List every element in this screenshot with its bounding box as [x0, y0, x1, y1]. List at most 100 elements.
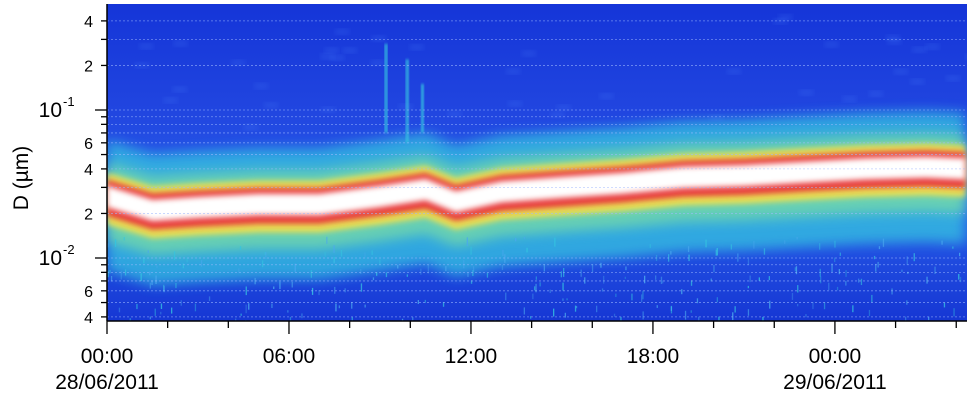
y-tick-label: 6	[84, 284, 93, 301]
upper-texture	[506, 68, 521, 75]
noise-speck	[120, 270, 122, 280]
noise-speck	[649, 244, 651, 248]
x-tick-time-label: 12:00	[445, 345, 498, 368]
upper-texture	[409, 44, 424, 51]
noise-speck	[311, 287, 314, 295]
noise-speck	[564, 312, 566, 318]
noise-speck	[875, 263, 877, 272]
noise-speck	[501, 264, 504, 270]
noise-speck	[631, 293, 633, 301]
noise-speck	[928, 316, 930, 321]
noise-speck	[839, 252, 841, 256]
upper-texture	[231, 59, 246, 66]
noise-speck	[906, 300, 908, 305]
noise-speck	[753, 241, 755, 249]
noise-speck	[175, 283, 177, 289]
noise-speck	[351, 302, 353, 309]
noise-speck	[681, 289, 683, 295]
noise-speck	[737, 253, 739, 262]
noise-speck	[515, 237, 517, 242]
noise-speck	[463, 260, 465, 269]
noise-speck	[747, 309, 750, 316]
upper-texture	[398, 103, 413, 110]
upper-texture	[173, 40, 188, 47]
noise-speck	[698, 316, 700, 321]
noise-speck	[660, 276, 663, 284]
noise-speck	[834, 240, 836, 248]
noise-speck	[591, 264, 594, 273]
x-tick-date-label: 29/06/2011	[783, 371, 887, 394]
noise-speck	[149, 282, 151, 289]
noise-speck	[149, 271, 151, 276]
noise-speck	[420, 268, 422, 275]
noise-speck	[371, 250, 373, 255]
noise-speck	[360, 269, 362, 274]
noise-speck	[154, 308, 156, 316]
noise-speck	[784, 240, 786, 244]
upper-texture	[778, 14, 793, 21]
noise-speck	[562, 282, 564, 291]
noise-speck	[926, 276, 928, 284]
noise-speck	[823, 302, 826, 310]
noise-speck	[194, 303, 197, 312]
noise-speck	[901, 269, 903, 273]
x-tick-time-label: 00:00	[81, 345, 134, 368]
noise-speck	[530, 316, 532, 319]
y-tick-label: 2	[84, 58, 93, 75]
plume-streak	[405, 59, 409, 143]
noise-speck	[310, 270, 312, 278]
noise-speck	[379, 259, 381, 266]
noise-speck	[301, 313, 303, 319]
noise-speck	[129, 318, 131, 321]
x-tick-time-label: 06:00	[263, 345, 316, 368]
noise-speck	[943, 302, 946, 308]
noise-speck	[160, 303, 163, 309]
noise-speck	[271, 303, 273, 308]
y-axis-title: D (µm)	[10, 146, 33, 211]
noise-speck	[523, 307, 525, 315]
noise-speck	[333, 245, 335, 253]
noise-speck	[486, 272, 489, 278]
upper-texture	[447, 111, 462, 117]
noise-speck	[794, 267, 796, 272]
y-tick-label: 6	[84, 136, 93, 153]
noise-speck	[716, 248, 718, 256]
noise-speck	[364, 304, 366, 308]
upper-texture	[335, 28, 350, 35]
noise-speck	[624, 276, 626, 279]
upper-texture	[887, 38, 902, 45]
noise-speck	[812, 302, 814, 310]
upper-texture	[370, 59, 385, 66]
noise-speck	[385, 272, 388, 278]
noise-speck	[526, 247, 528, 253]
noise-speck	[820, 276, 822, 284]
noise-speck	[819, 243, 821, 250]
noise-speck	[502, 249, 504, 256]
noise-speck	[318, 290, 320, 296]
noise-speck	[687, 246, 690, 253]
y-tick-label: 4	[84, 310, 93, 327]
noise-speck	[171, 307, 173, 314]
upper-texture	[912, 46, 927, 53]
noise-speck	[958, 274, 960, 280]
noise-speck	[140, 273, 142, 281]
noise-speck	[941, 240, 943, 245]
noise-speck	[834, 257, 836, 263]
noise-speck	[797, 303, 799, 307]
noise-speck	[860, 278, 863, 285]
noise-speck	[959, 252, 961, 257]
noise-speck	[562, 298, 564, 301]
noise-speck	[107, 270, 109, 278]
upper-texture	[925, 43, 940, 50]
noise-speck	[838, 269, 840, 275]
upper-texture	[508, 100, 523, 107]
noise-speck	[791, 292, 794, 300]
noise-speck	[601, 288, 604, 292]
noise-speck	[615, 293, 617, 297]
noise-speck	[472, 270, 474, 276]
noise-speck	[907, 271, 909, 274]
y-tick-label: 4	[84, 162, 93, 179]
noise-speck	[265, 252, 267, 259]
noise-speck	[124, 269, 127, 276]
noise-speck	[180, 300, 182, 306]
